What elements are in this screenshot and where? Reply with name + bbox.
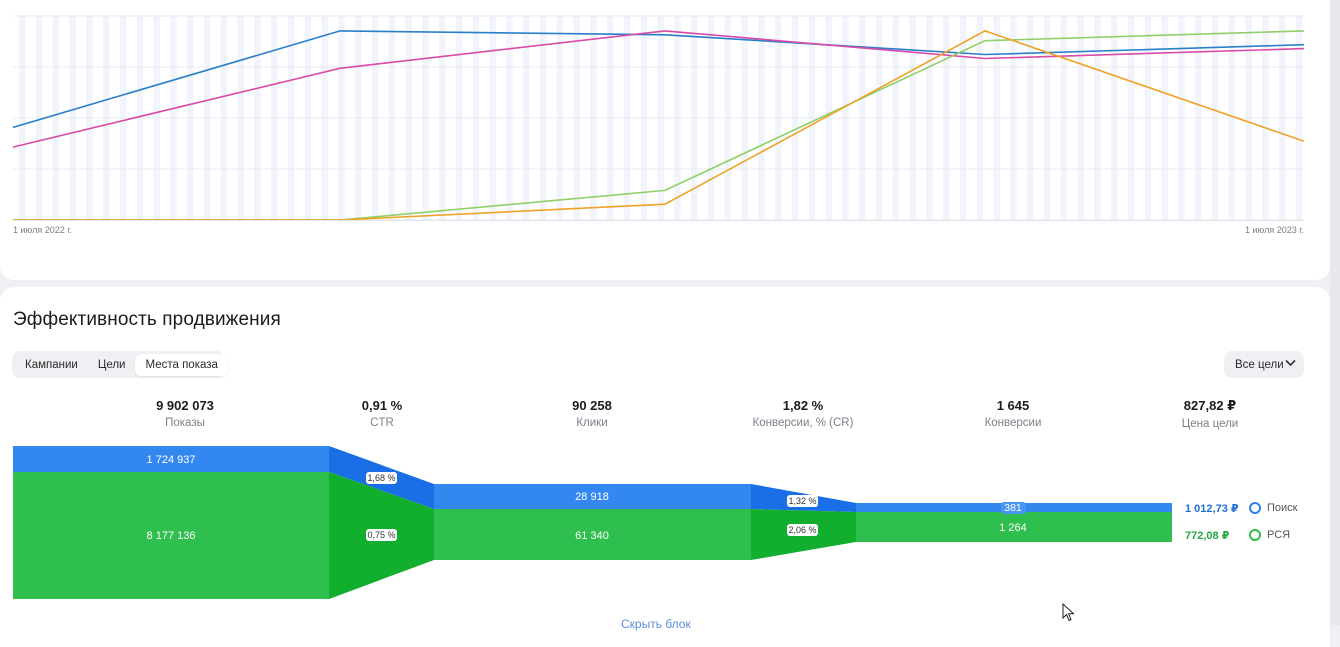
funnel-rsya-clicks-value: 61 340 xyxy=(575,530,609,542)
radio-ring-icon xyxy=(1249,529,1261,541)
legend-search[interactable]: 1 012,73 ₽ Поиск xyxy=(1185,500,1297,516)
funnel-search-shows-value: 1 724 937 xyxy=(147,454,196,466)
legend-search-price: 1 012,73 ₽ xyxy=(1185,502,1243,515)
ctr-search-value: 1,68 % xyxy=(367,473,395,483)
radio-ring-icon xyxy=(1249,502,1261,514)
legend-rsya[interactable]: 772,08 ₽ РСЯ xyxy=(1185,527,1290,543)
cr-search-value: 1,32 % xyxy=(788,496,816,506)
legend-search-label: Поиск xyxy=(1267,502,1297,514)
funnel-rsya-shows-value: 8 177 136 xyxy=(147,530,196,542)
funnel-rsya-conv-value: 1 264 xyxy=(999,522,1027,534)
legend-rsya-label: РСЯ xyxy=(1267,529,1290,541)
mouse-cursor-icon xyxy=(1062,603,1076,623)
legend-rsya-price: 772,08 ₽ xyxy=(1185,529,1243,542)
funnel-search-clicks-value: 28 918 xyxy=(575,491,609,503)
hide-block-link[interactable]: Скрыть блок xyxy=(621,617,691,631)
funnel-chart: 1 724 937 8 177 136 28 918 61 340 381 1 … xyxy=(0,0,1340,625)
ctr-rsya-value: 0,75 % xyxy=(367,530,395,540)
cr-rsya-value: 2,06 % xyxy=(788,525,816,535)
funnel-search-conv-value: 381 xyxy=(1004,502,1022,514)
